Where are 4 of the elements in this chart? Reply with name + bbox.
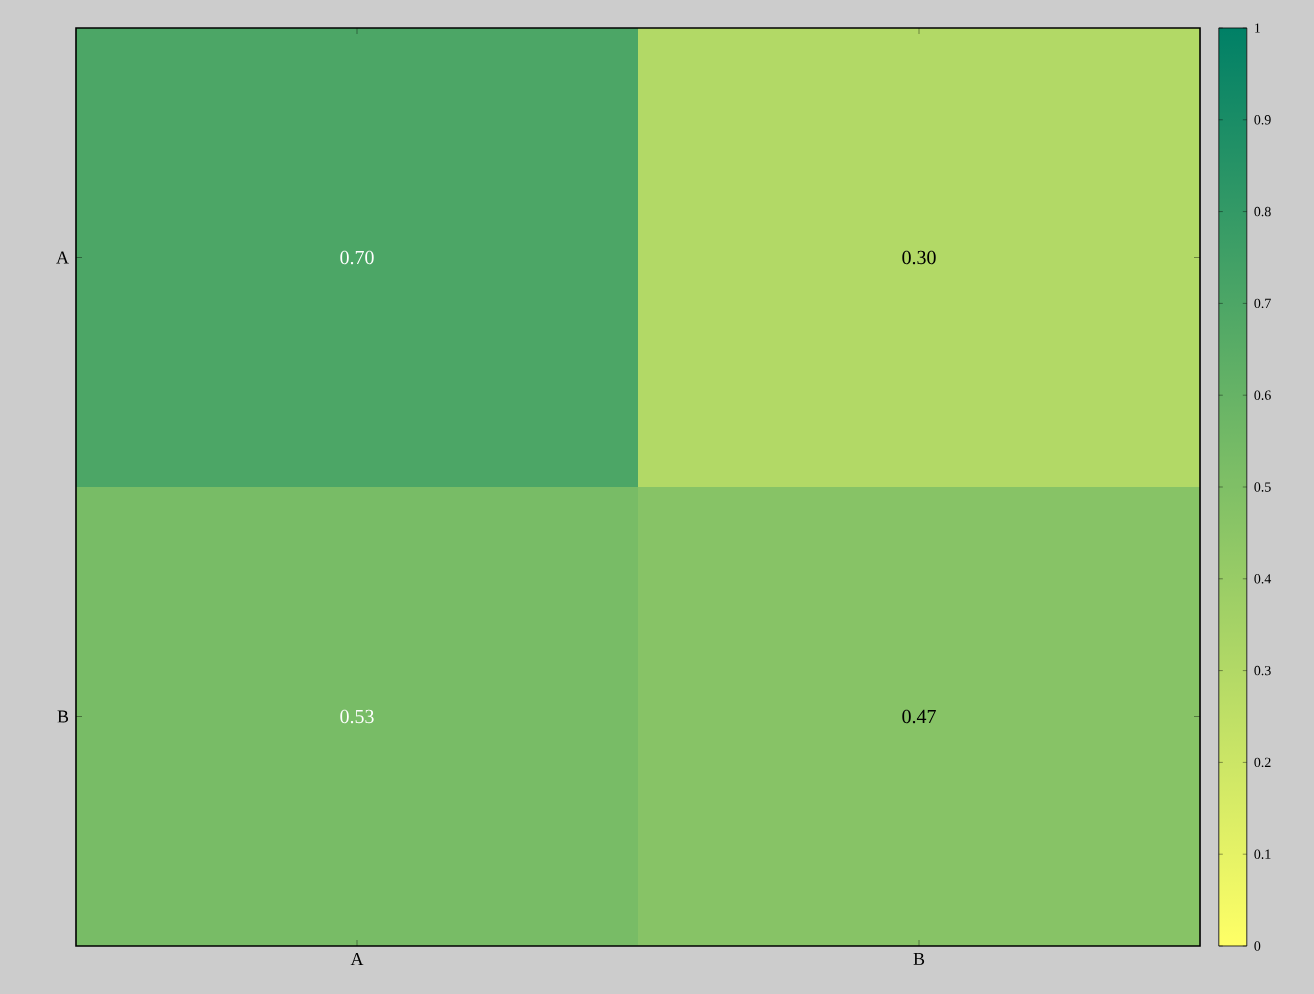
data-label: 0.70	[340, 250, 374, 265]
data-label: 0.30	[902, 250, 936, 265]
data-label: 0.47	[902, 709, 936, 724]
data-label: 0.53	[340, 709, 374, 724]
